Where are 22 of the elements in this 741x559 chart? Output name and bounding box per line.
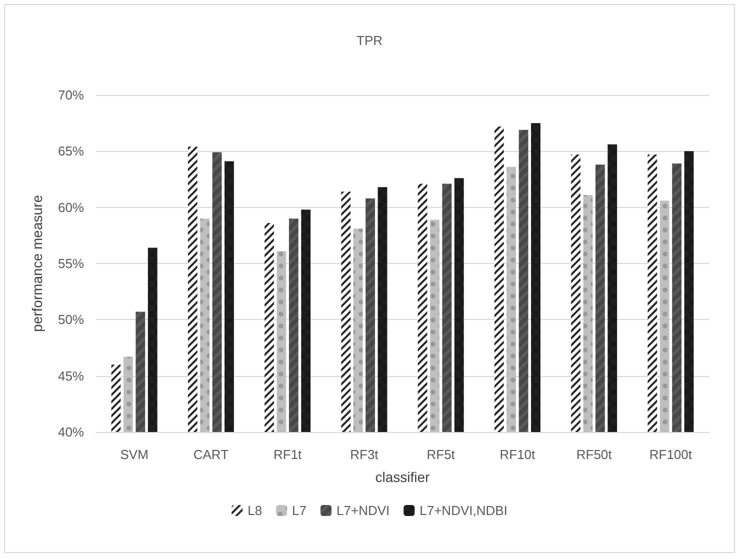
x-tick-label: SVM — [120, 447, 148, 462]
x-tick-label: RF10t — [500, 447, 536, 462]
legend-label: L8 — [248, 503, 262, 518]
y-tick-label: 70% — [58, 88, 84, 102]
x-tick-label: CART — [193, 447, 229, 462]
chart-title: TPR — [356, 33, 382, 48]
legend-label: L7+NDVI,NDBI — [420, 503, 508, 518]
y-tick-label: 65% — [58, 144, 84, 159]
y-tick-label: 55% — [58, 256, 84, 271]
x-tick-label: RF1t — [273, 447, 302, 462]
y-axis-title: performance measure — [29, 194, 45, 332]
y-tick-label: 50% — [58, 312, 84, 328]
x-axis-title: classifier — [375, 469, 430, 485]
y-tick-label: 60% — [58, 200, 84, 215]
legend-label: L7 — [292, 503, 307, 518]
y-tick-label: 45% — [58, 368, 84, 384]
y-tick-label: 40% — [58, 424, 84, 440]
x-tick-label: RF50t — [576, 447, 612, 462]
x-tick-label: RF3t — [350, 447, 379, 462]
legend-label: L7+NDVI — [336, 503, 390, 518]
x-tick-label: RF100t — [649, 447, 692, 462]
x-tick-label: RF5t — [426, 447, 456, 462]
